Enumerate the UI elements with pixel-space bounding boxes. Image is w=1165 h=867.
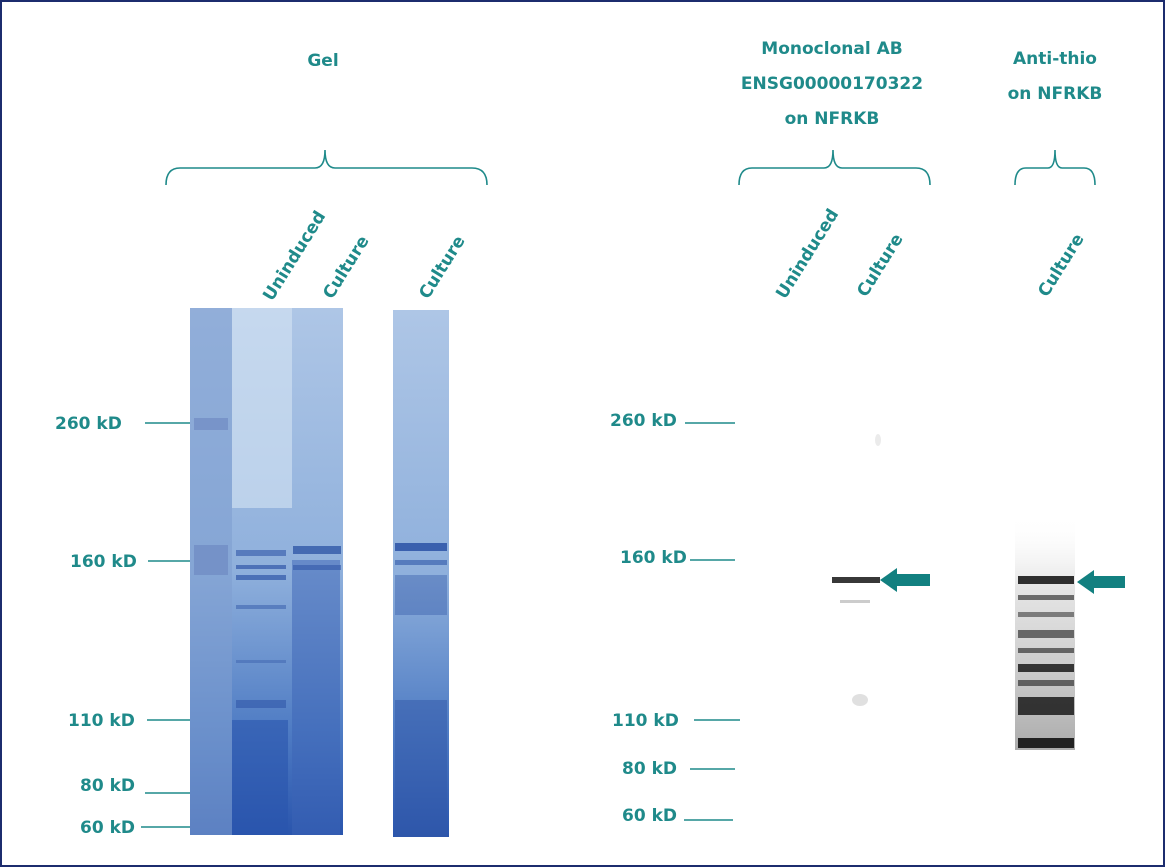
marker-label: 160 kD [620,548,687,568]
panel-title: ENSG00000170322 [741,74,923,94]
arrow [880,568,930,592]
panel-title: on NFRKB [1008,84,1103,104]
panel-title: Monoclonal AB [761,39,902,59]
arrow [1077,570,1125,594]
brace [165,149,488,186]
blot-image [1015,515,1075,750]
panel-title: Gel [307,51,338,71]
panel-title: on NFRKB [785,109,880,129]
marker-label: 260 kD [610,411,677,431]
marker-label: 60 kD [622,806,677,826]
marker-label: 60 kD [80,818,135,838]
marker-label: 80 kD [622,759,677,779]
brace [1014,149,1096,186]
brace [738,149,931,186]
marker-label: 80 kD [80,776,135,796]
panel-title: Anti-thio [1013,49,1097,69]
gel-image [190,308,449,837]
marker-label: 160 kD [70,552,137,572]
marker-label: 110 kD [612,711,679,731]
marker-label: 260 kD [55,414,122,434]
marker-label: 110 kD [68,711,135,731]
blot-image [832,434,881,706]
